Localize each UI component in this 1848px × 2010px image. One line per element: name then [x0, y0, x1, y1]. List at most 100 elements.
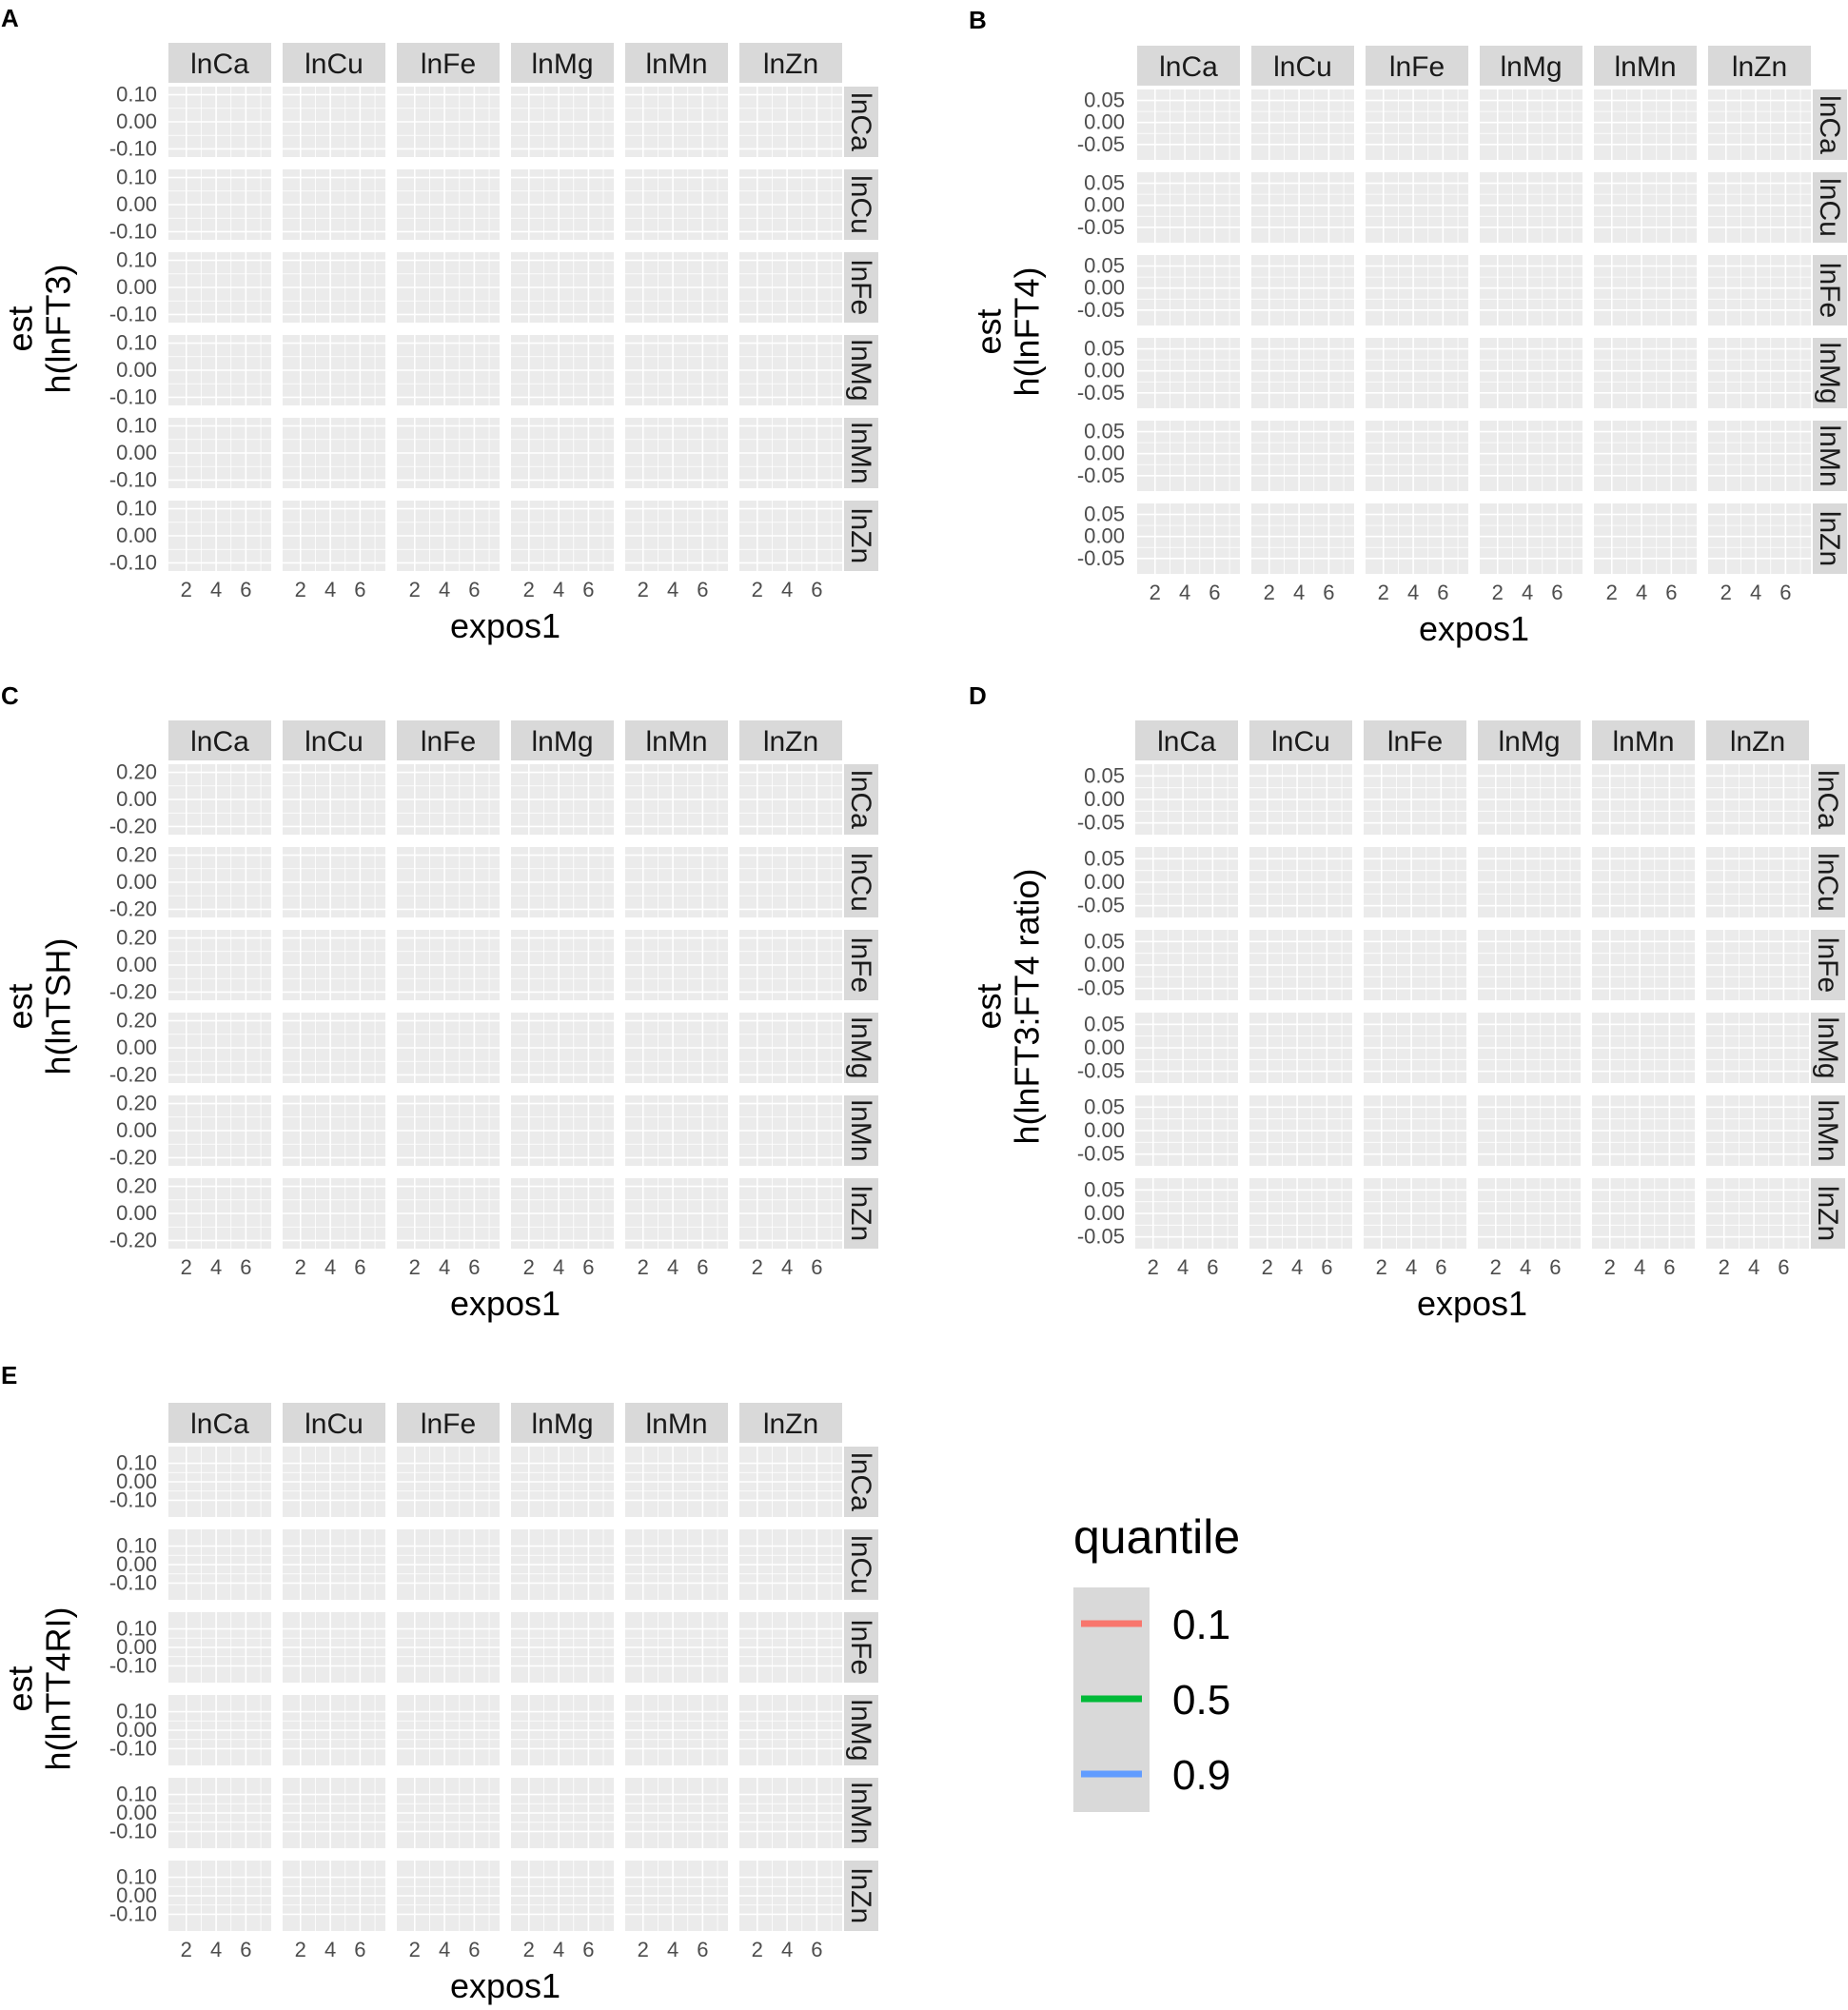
- y-tick-label: -0.20: [109, 1145, 157, 1169]
- x-tick-label: 2: [1719, 1255, 1730, 1279]
- y-tick-label: 0.05: [1084, 254, 1125, 278]
- column-strip-lnCu: [1251, 46, 1354, 86]
- y-tick-label: 0.00: [1084, 1201, 1125, 1225]
- column-strip-label-lnCa: lnCa: [190, 49, 249, 80]
- row-strip-label-lnMg: lnMg: [845, 339, 876, 401]
- row-strip-lnZn: [844, 1861, 878, 1931]
- row-strip-lnMn: [844, 1095, 878, 1166]
- x-tick-label: 6: [811, 1255, 822, 1279]
- x-tick-label: 4: [1293, 581, 1305, 604]
- x-tick-label: 2: [181, 578, 192, 601]
- y-axis-title-top: est: [1, 305, 40, 351]
- column-strip-lnMg: [511, 1403, 614, 1443]
- x-tick-label: 4: [210, 578, 222, 601]
- x-tick-label: 4: [1636, 581, 1647, 604]
- legend-title: quantile: [1073, 1510, 1240, 1564]
- row-strip-label-lnZn: lnZn: [845, 508, 876, 563]
- y-tick-label: 0.20: [116, 926, 157, 950]
- x-axis-title: expos1: [450, 1966, 560, 2005]
- y-axis-title: h(lnTT4RI): [39, 1606, 78, 1770]
- x-tick-label: 4: [1291, 1255, 1303, 1279]
- y-tick-label: 0.10: [116, 1700, 157, 1724]
- y-tick-label: -0.10: [109, 1488, 157, 1511]
- column-strip-lnZn: [739, 43, 842, 83]
- panel-letter-A: A: [1, 4, 19, 32]
- row-strip-label-lnMn: lnMn: [845, 1782, 876, 1843]
- column-strip-label-lnMn: lnMn: [1614, 51, 1676, 83]
- x-tick-label: 2: [752, 1938, 763, 1961]
- x-tick-label: 4: [210, 1255, 222, 1279]
- column-strip-lnMn: [1592, 720, 1695, 760]
- y-tick-label: -0.05: [1077, 1225, 1125, 1249]
- y-tick-label: -0.10: [109, 1736, 157, 1760]
- column-strip-lnCu: [283, 720, 385, 760]
- row-strip-lnCa: [844, 764, 878, 835]
- column-strip-lnMn: [625, 1403, 728, 1443]
- row-strip-lnCa: [844, 87, 878, 157]
- y-tick-label: 0.20: [116, 1174, 157, 1198]
- x-tick-label: 2: [1720, 581, 1732, 604]
- x-tick-label: 4: [1748, 1255, 1760, 1279]
- x-tick-label: 2: [638, 578, 649, 601]
- x-tick-label: 2: [1492, 581, 1504, 604]
- panel-letter-E: E: [1, 1361, 17, 1389]
- y-tick-label: 0.00: [116, 1718, 157, 1742]
- y-tick-label: 0.00: [116, 1883, 157, 1907]
- column-strip-label-lnCa: lnCa: [1157, 726, 1216, 758]
- row-strip-label-lnCa: lnCa: [1814, 95, 1845, 154]
- x-tick-label: 2: [1376, 1255, 1387, 1279]
- x-axis-title: expos1: [1417, 1284, 1527, 1323]
- row-strip-lnFe: [844, 930, 878, 1000]
- column-strip-lnZn: [739, 1403, 842, 1443]
- column-strip-label-lnCu: lnCu: [305, 1409, 364, 1440]
- column-strip-label-lnCa: lnCa: [190, 1409, 249, 1440]
- x-tick-label: 6: [697, 578, 708, 601]
- y-tick-label: -0.05: [1077, 132, 1125, 156]
- y-tick-label: 0.10: [116, 1534, 157, 1558]
- y-tick-label: 0.20: [116, 843, 157, 867]
- y-tick-label: -0.05: [1077, 811, 1125, 835]
- x-tick-label: 4: [439, 578, 450, 601]
- row-strip-lnCu: [1811, 847, 1845, 917]
- x-tick-label: 2: [1606, 581, 1618, 604]
- y-tick-label: -0.05: [1077, 1059, 1125, 1083]
- x-tick-label: 6: [1549, 1255, 1561, 1279]
- y-tick-label: 0.00: [116, 1201, 157, 1225]
- row-strip-label-lnMn: lnMn: [845, 1099, 876, 1161]
- y-tick-label: 0.05: [1084, 1012, 1125, 1035]
- row-strip-label-lnZn: lnZn: [1812, 1186, 1843, 1241]
- column-strip-lnZn: [1706, 720, 1809, 760]
- y-tick-label: 0.00: [1084, 787, 1125, 811]
- y-tick-label: -0.05: [1077, 463, 1125, 487]
- x-tick-label: 6: [354, 1255, 365, 1279]
- y-tick-label: 0.00: [116, 523, 157, 547]
- column-strip-label-lnCa: lnCa: [190, 726, 249, 758]
- y-tick-label: 0.00: [1084, 870, 1125, 894]
- y-tick-label: -0.20: [109, 814, 157, 838]
- x-tick-label: 6: [1663, 1255, 1675, 1279]
- row-strip-label-lnMn: lnMn: [1812, 1099, 1843, 1161]
- column-strip-label-lnMg: lnMg: [1500, 51, 1562, 83]
- column-strip-label-lnFe: lnFe: [421, 49, 476, 80]
- column-strip-lnFe: [1364, 720, 1466, 760]
- x-tick-label: 6: [582, 1938, 594, 1961]
- y-tick-label: 0.00: [1084, 193, 1125, 217]
- y-axis-title-top: est: [1, 983, 40, 1029]
- y-axis-title-top: est: [1, 1665, 40, 1711]
- y-tick-label: -0.05: [1077, 1142, 1125, 1166]
- y-tick-label: 0.00: [1084, 442, 1125, 465]
- row-strip-lnMn: [1813, 421, 1847, 491]
- y-tick-label: -0.10: [109, 1902, 157, 1925]
- row-strip-lnMn: [1811, 1095, 1845, 1166]
- x-tick-label: 6: [240, 578, 251, 601]
- y-tick-label: 0.05: [1084, 846, 1125, 870]
- x-tick-label: 6: [1779, 581, 1791, 604]
- row-strip-label-lnMn: lnMn: [845, 422, 876, 483]
- x-tick-label: 4: [1520, 1255, 1531, 1279]
- x-tick-label: 6: [811, 578, 822, 601]
- x-tick-label: 2: [638, 1938, 649, 1961]
- x-tick-label: 2: [1150, 581, 1161, 604]
- y-tick-label: 0.10: [116, 83, 157, 107]
- row-strip-lnCa: [1811, 764, 1845, 835]
